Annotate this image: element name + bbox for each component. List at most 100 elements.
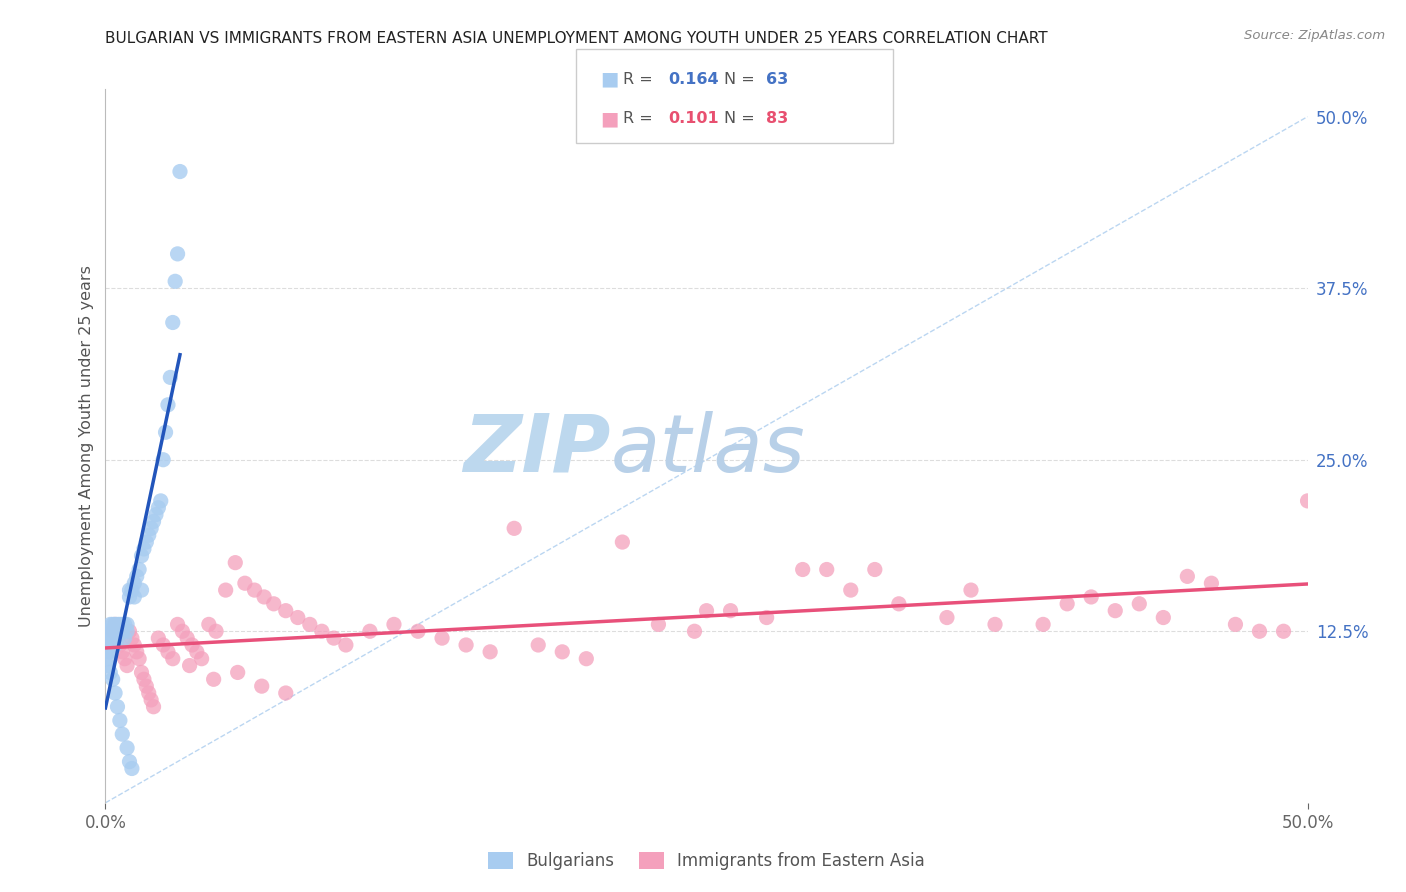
Point	[108, 624, 131, 639]
Y-axis label: Unemployment Among Youth under 25 years: Unemployment Among Youth under 25 years	[79, 265, 94, 627]
Point	[263, 597, 285, 611]
Point	[1249, 624, 1271, 639]
Point	[214, 583, 236, 598]
Text: R =: R =	[623, 112, 652, 126]
Point	[107, 631, 129, 645]
Point	[131, 583, 153, 598]
Point	[114, 617, 136, 632]
Point	[121, 631, 143, 645]
Point	[936, 610, 959, 624]
Point	[111, 624, 134, 639]
Point	[97, 645, 120, 659]
Point	[179, 658, 201, 673]
Point	[101, 673, 124, 687]
Point	[322, 631, 344, 645]
Point	[156, 645, 179, 659]
Point	[202, 673, 225, 687]
Point	[1032, 617, 1054, 632]
Point	[124, 576, 146, 591]
Point	[145, 508, 167, 522]
Point	[118, 583, 141, 598]
Point	[454, 638, 477, 652]
Point	[224, 556, 246, 570]
Point	[406, 624, 429, 639]
Point	[551, 645, 574, 659]
Point	[142, 699, 165, 714]
Point	[114, 631, 136, 645]
Point	[984, 617, 1007, 632]
Point	[198, 617, 221, 632]
Point	[233, 576, 256, 591]
Point	[118, 590, 141, 604]
Point	[128, 562, 150, 576]
Point	[839, 583, 862, 598]
Point	[118, 755, 141, 769]
Point	[135, 679, 157, 693]
Point	[101, 617, 124, 632]
Point	[720, 604, 742, 618]
Point	[121, 583, 143, 598]
Point	[1175, 569, 1198, 583]
Point	[479, 645, 502, 659]
Point	[104, 638, 127, 652]
Point	[1152, 610, 1174, 624]
Text: atlas: atlas	[610, 410, 806, 489]
Point	[108, 617, 131, 632]
Point	[148, 500, 170, 515]
Point	[148, 631, 170, 645]
Point	[335, 638, 357, 652]
Point	[792, 562, 814, 576]
Point	[274, 686, 297, 700]
Point	[274, 604, 297, 618]
Point	[111, 617, 134, 632]
Point	[186, 645, 208, 659]
Point	[121, 762, 143, 776]
Point	[1272, 624, 1295, 639]
Text: N =: N =	[724, 72, 755, 87]
Point	[1080, 590, 1102, 604]
Point	[165, 274, 187, 288]
Point	[115, 740, 138, 755]
Point	[1104, 604, 1126, 618]
Text: 0.101: 0.101	[668, 112, 718, 126]
Point	[815, 562, 838, 576]
Point	[101, 624, 124, 639]
Point	[243, 583, 266, 598]
Point	[104, 617, 127, 632]
Point	[125, 569, 148, 583]
Point	[430, 631, 453, 645]
Point	[755, 610, 778, 624]
Point	[97, 631, 120, 645]
Point	[138, 686, 160, 700]
Point	[118, 624, 141, 639]
Point	[172, 624, 194, 639]
Point	[612, 535, 634, 549]
Text: 83: 83	[766, 112, 789, 126]
Point	[101, 624, 124, 639]
Point	[107, 699, 129, 714]
Point	[250, 679, 273, 693]
Text: ■: ■	[600, 109, 619, 128]
Point	[1128, 597, 1150, 611]
Point	[181, 638, 204, 652]
Point	[503, 521, 526, 535]
Point	[97, 638, 120, 652]
Point	[128, 651, 150, 665]
Point	[111, 645, 134, 659]
Point	[98, 631, 121, 645]
Point	[298, 617, 321, 632]
Point	[98, 624, 121, 639]
Point	[527, 638, 550, 652]
Point	[98, 638, 121, 652]
Point	[131, 549, 153, 563]
Point	[98, 665, 121, 680]
Point	[111, 727, 134, 741]
Point	[311, 624, 333, 639]
Text: 63: 63	[766, 72, 789, 87]
Point	[156, 398, 179, 412]
Point	[162, 316, 184, 330]
Point	[1201, 576, 1223, 591]
Point	[162, 651, 184, 665]
Text: ■: ■	[600, 70, 619, 89]
Point	[132, 541, 155, 556]
